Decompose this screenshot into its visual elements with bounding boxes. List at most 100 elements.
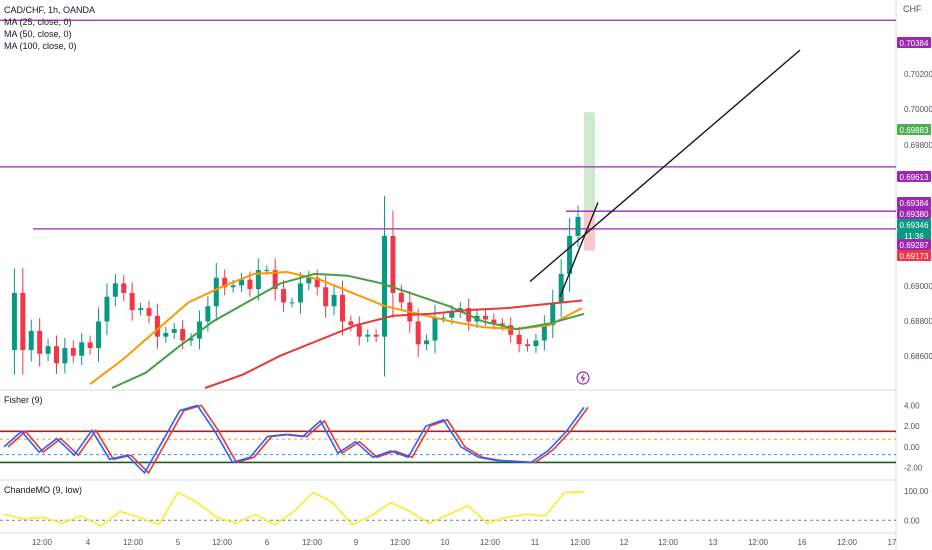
- candle-body: [348, 321, 354, 326]
- candle-body: [499, 323, 505, 326]
- candle-body: [70, 348, 76, 356]
- candle-body: [365, 334, 371, 337]
- symbol-title[interactable]: CAD/CHF, 1h, OANDA: [4, 5, 96, 15]
- candle-body: [432, 317, 438, 341]
- time-tick-label: 13: [709, 538, 718, 547]
- price-label-text: 0.69380: [900, 210, 929, 219]
- candle-body: [255, 270, 261, 290]
- ma50-legend[interactable]: MA (50, close, 0): [4, 29, 72, 39]
- time-tick-label: 12:00: [837, 538, 858, 547]
- chande-legend[interactable]: ChandeMO (9, low): [4, 485, 83, 495]
- price-tick-label: 0.68800: [904, 317, 932, 326]
- main-legend: CAD/CHF, 1h, OANDA MA (25, close, 0) MA …: [4, 4, 95, 52]
- time-tick-label: 9: [354, 538, 359, 547]
- time-tick-label: 12:00: [570, 538, 591, 547]
- time-tick-label: 12:00: [480, 538, 501, 547]
- price-label-text: 0.69346: [900, 221, 929, 230]
- candle-body: [356, 325, 362, 337]
- chande-line: [3, 491, 584, 528]
- chande-tick-label: 100.00: [904, 487, 929, 496]
- time-tick-label: 12:00: [390, 538, 411, 547]
- candle-body: [79, 342, 85, 356]
- candle-body: [390, 235, 396, 293]
- candle-body: [96, 321, 102, 349]
- price-label-text: 0.69384: [900, 199, 929, 208]
- candle-body: [398, 292, 404, 303]
- candle-body: [323, 287, 329, 307]
- candle-body: [415, 321, 421, 345]
- time-tick-label: 6: [265, 538, 270, 547]
- time-tick-label: 12:00: [748, 538, 769, 547]
- candles: [11, 195, 581, 377]
- trend-line: [529, 49, 801, 283]
- candle-body: [558, 273, 564, 303]
- price-label-text: 0.70384: [900, 39, 929, 48]
- fisher-tick-label: -2.00: [904, 464, 923, 473]
- candle-body: [45, 346, 51, 354]
- time-tick-label: 10: [441, 538, 450, 547]
- candle-body: [297, 283, 303, 303]
- candle-body: [382, 235, 388, 337]
- time-tick-label: 12:00: [658, 538, 679, 547]
- candle-body: [205, 306, 211, 322]
- long-target-zone: [584, 112, 595, 211]
- time-tick-label: 5: [176, 538, 181, 547]
- candle-body: [440, 317, 446, 319]
- candle-body: [491, 319, 497, 324]
- price-tick-label: 0.68600: [904, 352, 932, 361]
- candle-body: [482, 315, 488, 320]
- time-tick-label: 4: [86, 538, 91, 547]
- fisher-line: [3, 404, 585, 475]
- candle-body: [247, 279, 253, 290]
- price-label-badge: [897, 239, 931, 250]
- price-label-text: 0.69173: [900, 252, 929, 261]
- fisher-legend[interactable]: Fisher (9): [4, 395, 43, 405]
- candle-body: [525, 344, 531, 347]
- price-label-text: 11:36: [904, 232, 924, 241]
- fisher-tick-label: 4.00: [904, 401, 920, 410]
- candle-body: [129, 292, 135, 311]
- time-tick-label: 16: [798, 538, 807, 547]
- price-label-text: 0.69883: [900, 126, 929, 135]
- candle-body: [567, 235, 573, 274]
- candle-body: [222, 277, 228, 288]
- candle-body: [121, 283, 127, 293]
- candle-body: [180, 329, 186, 341]
- candle-body: [449, 311, 455, 318]
- candle-body: [112, 283, 118, 297]
- candle-body: [163, 332, 169, 337]
- candle-body: [306, 277, 312, 284]
- time-tick-label: 17: [888, 538, 897, 547]
- price-tick-label: 0.70000: [904, 105, 932, 114]
- candle-body: [516, 334, 522, 345]
- moving-average-line: [204, 299, 583, 389]
- candle-body: [331, 294, 337, 307]
- candle-body: [373, 334, 379, 337]
- moving-average-line: [89, 271, 583, 385]
- candle-body: [339, 294, 345, 322]
- candle-body: [289, 302, 295, 304]
- candle-body: [62, 348, 68, 364]
- candle-body: [11, 292, 17, 350]
- fisher-tick-label: 0.00: [904, 443, 920, 452]
- candle-body: [264, 270, 270, 272]
- currency-label: CHF: [903, 4, 922, 14]
- ma25-legend[interactable]: MA (25, close, 0): [4, 17, 72, 27]
- candle-body: [104, 296, 110, 322]
- candle-body: [20, 292, 26, 350]
- candle-body: [533, 340, 539, 347]
- candle-body: [508, 325, 514, 335]
- candle-body: [281, 289, 287, 303]
- trend-line: [559, 202, 599, 297]
- lightning-icon: [576, 371, 590, 385]
- price-label-badge: [897, 250, 931, 261]
- candle-body: [575, 216, 581, 236]
- candle-body: [28, 330, 34, 350]
- ma100-legend[interactable]: MA (100, close, 0): [4, 41, 77, 51]
- price-tick-label: 0.70200: [904, 70, 932, 79]
- candle-body: [239, 279, 245, 286]
- price-label-badge: [897, 171, 931, 182]
- time-tick-label: 11: [531, 538, 540, 547]
- time-tick-label: 12:00: [123, 538, 144, 547]
